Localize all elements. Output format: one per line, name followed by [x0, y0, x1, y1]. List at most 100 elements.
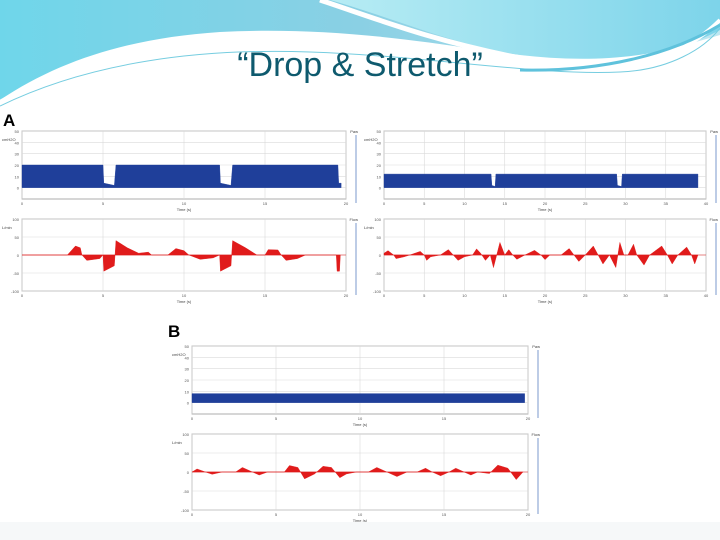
svg-text:0: 0	[21, 201, 24, 206]
svg-text:15: 15	[442, 512, 447, 517]
svg-text:-50: -50	[183, 489, 190, 494]
svg-text:Time (s): Time (s)	[353, 518, 368, 523]
svg-text:40: 40	[185, 355, 190, 360]
panel-label-b: B	[168, 322, 181, 341]
svg-text:100: 100	[12, 217, 19, 222]
svg-text:5: 5	[423, 201, 426, 206]
svg-text:20: 20	[185, 378, 190, 383]
svg-text:-100: -100	[181, 508, 190, 513]
svg-text:Time (s): Time (s)	[353, 422, 368, 427]
svg-text:20: 20	[15, 163, 20, 168]
chart-a-right-pressure: 0 10 20 30 40 50 0 5 10 15 20 25 30 35 40 Time (s) cmH2O…	[362, 125, 720, 213]
svg-text:L/min: L/min	[2, 225, 12, 230]
svg-text:0: 0	[383, 201, 386, 206]
svg-text:0: 0	[379, 253, 382, 258]
svg-text:50: 50	[377, 235, 382, 240]
svg-text:20: 20	[543, 201, 548, 206]
svg-text:Time (s): Time (s)	[177, 207, 192, 212]
chart-a-left-flow: -100 -50 0 50 100 0 5 10 15 20 Time (s) L/min Flow	[0, 213, 360, 305]
chart-a-right-flow: -100 -50 0 50 100 0 5 10 15 20 25 30 35 40 Time (s) L/m…	[362, 213, 720, 305]
svg-text:Paw: Paw	[350, 129, 358, 134]
svg-text:0: 0	[21, 293, 24, 298]
svg-text:cmH2O: cmH2O	[2, 137, 16, 142]
svg-text:20: 20	[344, 201, 349, 206]
svg-text:30: 30	[377, 152, 382, 157]
svg-text:15: 15	[442, 416, 447, 421]
svg-text:35: 35	[664, 293, 669, 298]
svg-text:50: 50	[185, 451, 190, 456]
svg-text:5: 5	[102, 201, 105, 206]
svg-text:30: 30	[185, 367, 190, 372]
chart-a-left-pressure: 0 10 20 30 40 50 0 5 10 15 20 Time (s) cmH2O Paw	[0, 125, 360, 213]
svg-text:40: 40	[704, 293, 709, 298]
svg-text:Time (s): Time (s)	[177, 299, 192, 304]
svg-text:30: 30	[623, 293, 628, 298]
svg-text:15: 15	[263, 293, 268, 298]
svg-text:20: 20	[543, 293, 548, 298]
svg-text:20: 20	[526, 416, 531, 421]
svg-text:10: 10	[462, 293, 467, 298]
svg-text:40: 40	[704, 201, 709, 206]
svg-text:Time (s): Time (s)	[538, 207, 553, 212]
svg-text:0: 0	[17, 186, 20, 191]
svg-text:100: 100	[374, 217, 381, 222]
svg-text:5: 5	[275, 512, 278, 517]
svg-text:10: 10	[15, 174, 20, 179]
svg-text:5: 5	[423, 293, 426, 298]
svg-text:Paw: Paw	[710, 129, 718, 134]
svg-text:15: 15	[263, 201, 268, 206]
chart-b-pressure: 0 10 20 30 40 50 0 5 10 15 20 Time (s) cmH2O Paw	[170, 340, 542, 428]
svg-text:0: 0	[187, 470, 190, 475]
panel-label-a: A	[3, 111, 16, 130]
svg-text:-50: -50	[375, 271, 382, 276]
svg-text:0: 0	[17, 253, 20, 258]
svg-text:-50: -50	[13, 271, 20, 276]
svg-text:100: 100	[182, 432, 189, 437]
svg-text:30: 30	[623, 201, 628, 206]
svg-text:5: 5	[275, 416, 278, 421]
svg-text:0: 0	[191, 416, 194, 421]
svg-text:Flow: Flow	[710, 217, 719, 222]
svg-text:0: 0	[187, 401, 190, 406]
slide-title: “Drop & Stretch”	[237, 46, 483, 84]
svg-text:20: 20	[344, 293, 349, 298]
svg-text:10: 10	[182, 293, 187, 298]
svg-text:-100: -100	[11, 289, 20, 294]
svg-text:50: 50	[15, 235, 20, 240]
svg-text:10: 10	[185, 389, 190, 394]
svg-text:L/min: L/min	[172, 440, 182, 445]
svg-text:15: 15	[503, 293, 508, 298]
svg-text:10: 10	[358, 416, 363, 421]
svg-text:Flow: Flow	[350, 217, 359, 222]
svg-text:-100: -100	[373, 289, 382, 294]
svg-text:25: 25	[583, 201, 588, 206]
header-wave-decoration	[0, 0, 720, 107]
svg-text:5: 5	[102, 293, 105, 298]
svg-text:20: 20	[526, 512, 531, 517]
svg-text:50: 50	[185, 344, 190, 349]
svg-text:15: 15	[503, 201, 508, 206]
svg-text:Paw: Paw	[532, 344, 540, 349]
svg-text:50: 50	[15, 129, 20, 134]
svg-text:10: 10	[358, 512, 363, 517]
svg-text:L/min: L/min	[364, 225, 374, 230]
svg-text:0: 0	[383, 293, 386, 298]
svg-text:cmH2O: cmH2O	[364, 137, 378, 142]
svg-text:10: 10	[377, 174, 382, 179]
svg-text:10: 10	[182, 201, 187, 206]
svg-text:30: 30	[15, 152, 20, 157]
svg-text:40: 40	[377, 140, 382, 145]
svg-text:35: 35	[664, 201, 669, 206]
footer-band	[0, 522, 720, 540]
svg-text:10: 10	[462, 201, 467, 206]
svg-text:20: 20	[377, 163, 382, 168]
svg-text:50: 50	[377, 129, 382, 134]
svg-text:0: 0	[191, 512, 194, 517]
svg-text:cmH2O: cmH2O	[172, 352, 186, 357]
svg-text:Flow: Flow	[532, 432, 541, 437]
chart-b-flow: -100 -50 0 50 100 0 5 10 15 20 Time (s) L/min Flow	[170, 428, 542, 524]
svg-text:40: 40	[15, 140, 20, 145]
svg-text:25: 25	[583, 293, 588, 298]
svg-text:0: 0	[379, 186, 382, 191]
svg-text:Time (s): Time (s)	[538, 299, 553, 304]
